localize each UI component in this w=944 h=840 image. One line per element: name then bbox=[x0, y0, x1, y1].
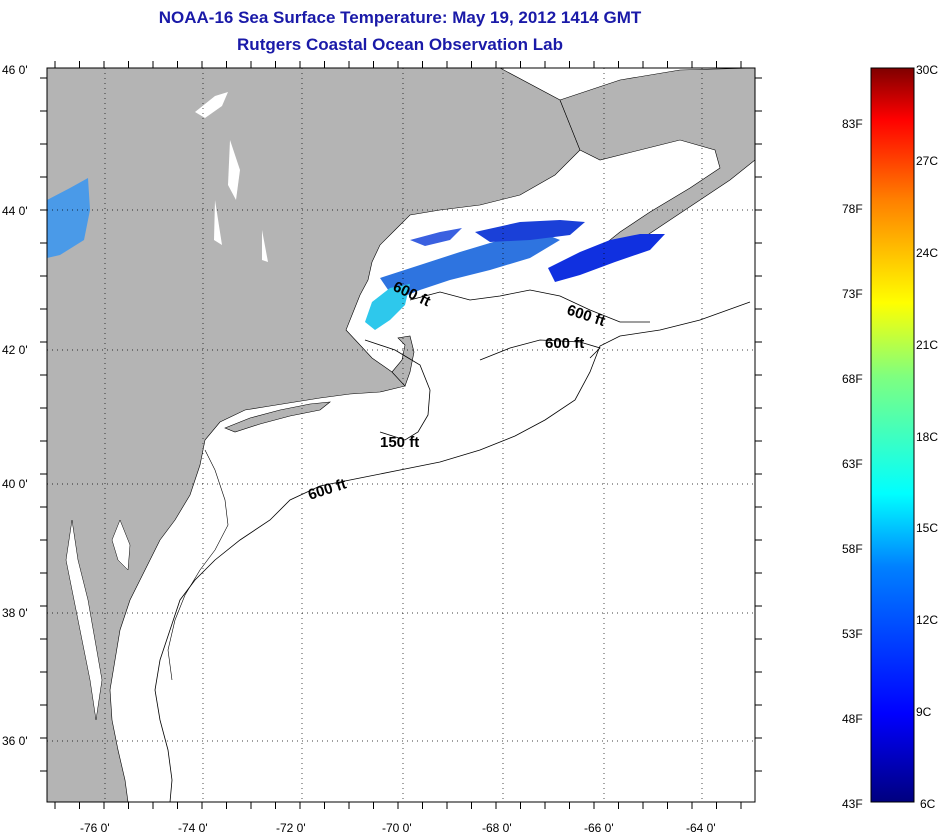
lake bbox=[262, 230, 268, 262]
graticule bbox=[47, 68, 755, 802]
colorbar-c-label: 6C bbox=[920, 797, 936, 811]
lon-label: -64 0' bbox=[686, 821, 716, 835]
lat-label: 40 0' bbox=[2, 477, 28, 491]
lat-label: 46 0' bbox=[2, 63, 28, 77]
contour-label: 150 ft bbox=[380, 434, 419, 451]
sst-patch-gulf-maine-north bbox=[475, 220, 585, 242]
lat-label: 44 0' bbox=[2, 204, 28, 218]
lon-label: -72 0' bbox=[276, 821, 306, 835]
lake bbox=[228, 140, 240, 200]
lon-label: -74 0' bbox=[178, 821, 208, 835]
inner-shelf-line bbox=[167, 449, 229, 681]
colorbar-c-label: 18C bbox=[916, 430, 938, 444]
contour-600ft-shelf bbox=[154, 301, 751, 802]
colorbar-c-label: 9C bbox=[916, 705, 932, 719]
sst-patch-maine-coast bbox=[410, 228, 462, 246]
contour-600ft-gulf bbox=[409, 289, 650, 323]
sst-patch-cape-cod-bay bbox=[365, 284, 410, 330]
colorbar-f-label: 83F bbox=[842, 117, 863, 131]
colorbar-c-label: 27C bbox=[916, 154, 938, 168]
sst-patch-gulf-maine-west bbox=[380, 232, 560, 300]
colorbar-c-label: 15C bbox=[916, 521, 938, 535]
colorbar-f-label: 43F bbox=[842, 797, 863, 811]
map-subtitle: Rutgers Coastal Ocean Observation Lab bbox=[237, 35, 563, 54]
lon-label: -66 0' bbox=[584, 821, 614, 835]
land-us-mainland bbox=[47, 68, 581, 802]
colorbar-f-label: 73F bbox=[842, 287, 863, 301]
axis-ticks bbox=[40, 61, 762, 809]
sst-patch-lake-ontario bbox=[47, 178, 90, 258]
contour-600ft-georges bbox=[479, 339, 601, 361]
colorbar-c-label: 30C bbox=[916, 63, 938, 77]
colorbar-f-label: 63F bbox=[842, 457, 863, 471]
colorbar-f-label: 78F bbox=[842, 202, 863, 216]
colorbar-f-label: 53F bbox=[842, 627, 863, 641]
lat-label: 38 0' bbox=[2, 606, 28, 620]
lat-label: 42 0' bbox=[2, 343, 28, 357]
colorbar-f-label: 58F bbox=[842, 542, 863, 556]
colorbar-f-label: 48F bbox=[842, 712, 863, 726]
lon-label: -68 0' bbox=[482, 821, 512, 835]
contour-150ft bbox=[364, 339, 431, 441]
chesapeake-bay bbox=[65, 519, 103, 721]
map-title: NOAA-16 Sea Surface Temperature: May 19,… bbox=[158, 8, 642, 27]
colorbar-c-label: 24C bbox=[916, 246, 938, 260]
colorbar bbox=[870, 67, 915, 803]
land-long-island bbox=[224, 401, 331, 433]
sst-patch-bay-of-fundy bbox=[548, 234, 665, 282]
colorbar-f-label: 68F bbox=[842, 372, 863, 386]
lat-label: 36 0' bbox=[2, 734, 28, 748]
map-frame bbox=[46, 67, 756, 803]
colorbar-c-label: 21C bbox=[916, 338, 938, 352]
lake bbox=[195, 92, 228, 118]
lake bbox=[214, 200, 222, 245]
delaware-bay bbox=[111, 519, 131, 571]
contour-label: 600 ft bbox=[545, 335, 584, 352]
lon-label: -76 0' bbox=[80, 821, 110, 835]
lon-label: -70 0' bbox=[382, 821, 412, 835]
colorbar-c-label: 12C bbox=[916, 613, 938, 627]
